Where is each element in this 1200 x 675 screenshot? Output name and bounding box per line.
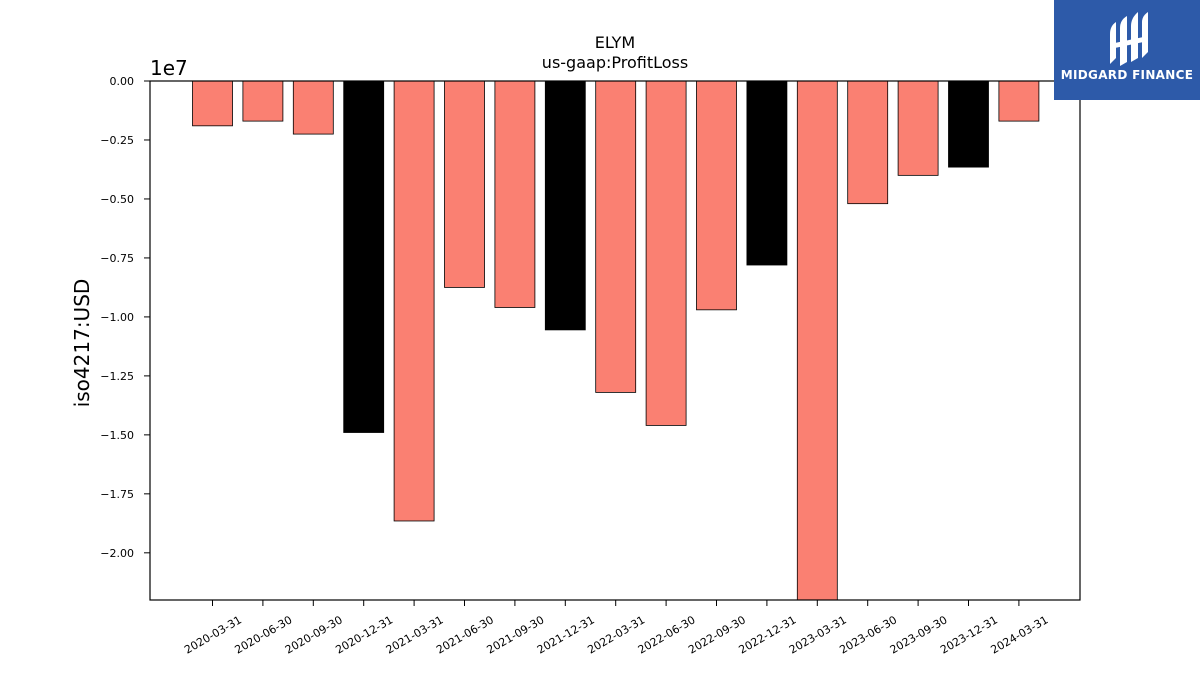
y-tick-label: −0.25 bbox=[100, 134, 134, 147]
y-tick-label: −1.75 bbox=[100, 488, 134, 501]
y-tick-label: −1.25 bbox=[100, 370, 134, 383]
bar-2021-12-31 bbox=[544, 80, 586, 331]
brand-logo: MIDGARD FINANCE bbox=[1054, 0, 1200, 100]
bar-2023-09-30 bbox=[897, 80, 939, 176]
chart-subtitle: us-gaap:ProfitLoss bbox=[542, 53, 688, 72]
y-axis-label: iso4217:USD bbox=[70, 279, 94, 408]
y-tick-label: 0.00 bbox=[110, 75, 135, 88]
plot-frame bbox=[149, 80, 1081, 601]
bar-2024-03-31 bbox=[998, 80, 1040, 122]
bar-2022-09-30 bbox=[696, 80, 737, 311]
bar-2021-03-31 bbox=[393, 80, 435, 522]
bar-2020-12-31 bbox=[343, 80, 385, 433]
logo-text: MIDGARD FINANCE bbox=[1060, 68, 1194, 82]
bar-2021-09-30 bbox=[494, 80, 536, 308]
bar-2022-06-30 bbox=[645, 80, 687, 426]
bar-2020-03-31 bbox=[192, 80, 233, 127]
y-tick-label: −0.75 bbox=[100, 252, 134, 265]
bar-2020-06-30 bbox=[242, 80, 284, 122]
bar-2023-06-30 bbox=[847, 80, 889, 205]
x-tick-label: 2024-03-31 bbox=[989, 613, 1051, 656]
y-tick-label: −1.00 bbox=[100, 311, 134, 324]
logo-mark-icon bbox=[1110, 12, 1148, 66]
y-tick-label: −0.50 bbox=[100, 193, 134, 206]
bar-2021-06-30 bbox=[444, 80, 485, 288]
bar-2020-09-30 bbox=[292, 80, 334, 135]
y-tick-label: −1.50 bbox=[100, 429, 134, 442]
bar-2023-12-31 bbox=[948, 80, 989, 168]
chart-title: ELYM bbox=[595, 33, 635, 52]
bar-2023-03-31 bbox=[796, 80, 838, 601]
y-offset-label: 1e7 bbox=[150, 56, 188, 80]
bar-2022-03-31 bbox=[595, 80, 637, 393]
bar-2022-12-31 bbox=[746, 80, 788, 266]
y-tick-label: −2.00 bbox=[100, 547, 134, 560]
